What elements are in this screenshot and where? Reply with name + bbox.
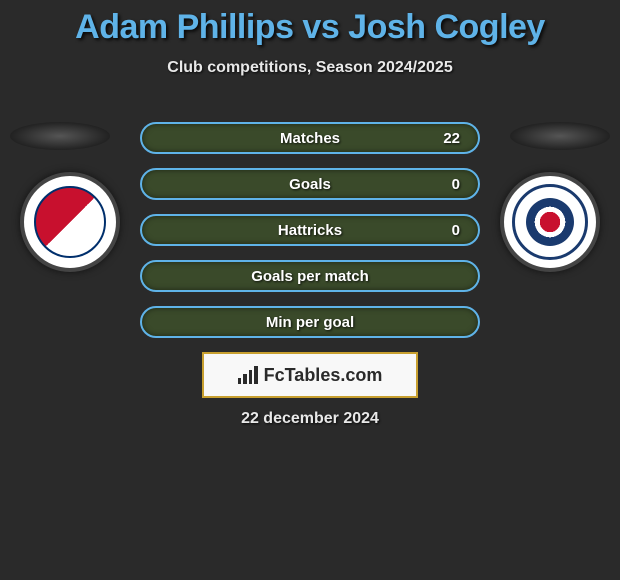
stat-value-right: 0 bbox=[452, 222, 460, 239]
stat-row-hattricks: Hattricks 0 bbox=[140, 214, 480, 246]
player1-shadow bbox=[10, 122, 110, 150]
stat-label: Hattricks bbox=[278, 222, 342, 239]
stat-value-right: 22 bbox=[443, 130, 460, 147]
comparison-card: Adam Phillips vs Josh Cogley Club compet… bbox=[0, 0, 620, 580]
stat-label: Matches bbox=[280, 130, 340, 147]
stat-label: Goals per match bbox=[251, 268, 369, 285]
stat-value-right: 0 bbox=[452, 176, 460, 193]
date-text: 22 december 2024 bbox=[0, 410, 620, 428]
stat-row-goals: Goals 0 bbox=[140, 168, 480, 200]
player1-club-badge bbox=[20, 172, 120, 272]
page-title: Adam Phillips vs Josh Cogley bbox=[0, 0, 620, 47]
stat-label: Goals bbox=[289, 176, 331, 193]
player2-club-badge bbox=[500, 172, 600, 272]
stats-list: Matches 22 Goals 0 Hattricks 0 Goals per… bbox=[140, 122, 480, 352]
bolton-crest-icon bbox=[512, 184, 588, 260]
stat-row-min-per-goal: Min per goal bbox=[140, 306, 480, 338]
stat-row-goals-per-match: Goals per match bbox=[140, 260, 480, 292]
barnsley-crest-icon bbox=[34, 186, 106, 258]
chart-icon bbox=[238, 366, 258, 384]
brand-text: FcTables.com bbox=[264, 365, 383, 386]
branding-box[interactable]: FcTables.com bbox=[202, 352, 418, 398]
stat-row-matches: Matches 22 bbox=[140, 122, 480, 154]
stat-label: Min per goal bbox=[266, 314, 354, 331]
player2-shadow bbox=[510, 122, 610, 150]
subtitle: Club competitions, Season 2024/2025 bbox=[0, 59, 620, 77]
